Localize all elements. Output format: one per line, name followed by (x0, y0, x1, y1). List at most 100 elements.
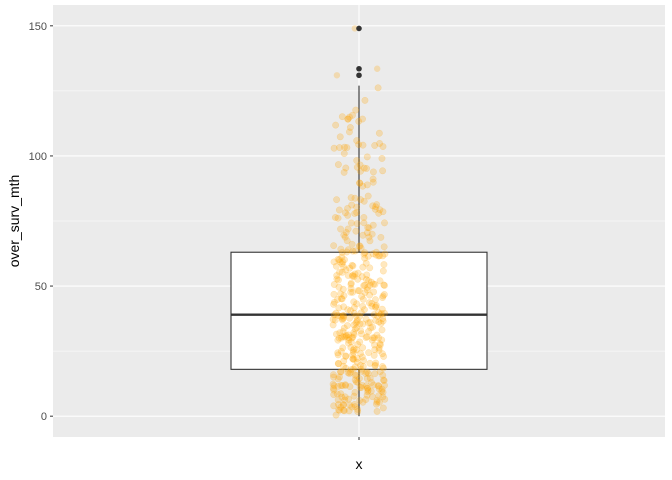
jitter-point (330, 311, 338, 319)
jitter-point (352, 319, 360, 327)
jitter-point (341, 256, 348, 264)
jitter-point (338, 315, 346, 323)
jitter-point (362, 396, 370, 403)
jitter-point (334, 161, 342, 169)
jitter-point (371, 362, 379, 370)
jitter-point (331, 316, 339, 324)
jitter-point (350, 321, 358, 329)
jitter-point (344, 246, 352, 254)
jitter-point (330, 402, 338, 410)
jitter-point (359, 141, 367, 149)
jitter-point (344, 369, 352, 377)
jitter-point (381, 250, 389, 258)
jitter-point (369, 175, 377, 183)
jitter-point (366, 318, 374, 326)
jitter-point (350, 348, 357, 356)
jitter-point (329, 315, 337, 323)
jitter-point (350, 392, 358, 400)
jitter-point (334, 351, 342, 359)
jitter-point (356, 383, 364, 391)
jitter-point (349, 111, 356, 119)
outlier-point (356, 65, 362, 72)
jitter-point (340, 324, 348, 332)
jitter-point (344, 115, 352, 123)
jitter-point (377, 311, 385, 319)
jitter-point (335, 360, 342, 368)
jitter-point (379, 363, 386, 370)
jitter-point (352, 378, 360, 386)
jitter-point (334, 214, 342, 222)
jitter-point (353, 354, 361, 362)
jitter-point (329, 321, 337, 329)
jitter-point (378, 385, 386, 393)
jitter-point (379, 267, 387, 275)
jitter-point (338, 253, 346, 261)
jitter-point (353, 316, 361, 324)
jitter-point (365, 233, 373, 241)
jitter-point (379, 294, 386, 302)
jitter-point (334, 382, 342, 390)
jitter-point (340, 314, 347, 322)
jitter-point (364, 369, 372, 377)
jitter-point (347, 219, 355, 227)
jitter-point (371, 296, 379, 304)
jitter-point (340, 362, 347, 370)
jitter-point (369, 250, 377, 258)
jitter-point (359, 320, 367, 328)
jitter-point (372, 359, 380, 367)
jitter-point (342, 352, 350, 360)
jitter-point (381, 281, 388, 289)
jitter-point (379, 315, 387, 323)
jitter-point (351, 270, 359, 278)
jitter-point (330, 300, 338, 308)
jitter-point (356, 179, 364, 187)
jitter-point (345, 339, 352, 347)
jitter-point (337, 295, 345, 303)
jitter-point (342, 266, 350, 274)
jitter-point (379, 167, 387, 175)
jitter-point (380, 352, 388, 360)
jitter-point (335, 304, 343, 312)
jitter-point (338, 113, 346, 121)
jitter-point (353, 220, 361, 228)
jitter-point (372, 251, 380, 259)
jitter-point (369, 323, 377, 331)
jitter-point (352, 227, 360, 235)
jitter-point (362, 382, 370, 390)
jitter-point (347, 280, 355, 288)
jitter-point (367, 278, 375, 286)
jitter-point (348, 261, 356, 269)
jitter-point (364, 192, 372, 200)
jitter-point (351, 363, 359, 371)
jitter-point (359, 362, 367, 370)
jitter-point (347, 338, 355, 346)
jitter-point (340, 263, 347, 271)
jitter-point (360, 197, 368, 205)
jitter-point (347, 307, 355, 315)
jitter-point (379, 364, 387, 372)
jitter-point (361, 254, 369, 262)
jitter-point (337, 334, 345, 342)
jitter-point (351, 210, 359, 217)
jitter-point (336, 329, 344, 337)
jitter-point (364, 386, 372, 394)
jitter-point (330, 391, 338, 399)
jitter-point (329, 380, 337, 388)
jitter-point (356, 161, 364, 169)
jitter-point (362, 315, 370, 323)
jitter-point (341, 209, 349, 217)
jitter-point (353, 358, 361, 366)
jitter-point (364, 384, 372, 392)
jitter-point (356, 375, 363, 382)
jitter-point (350, 331, 358, 338)
jitter-point (330, 373, 337, 381)
jitter-point (366, 264, 374, 272)
jitter-point (375, 382, 383, 390)
jitter-point (360, 219, 368, 227)
jitter-point (378, 305, 386, 313)
jitter-point (370, 311, 378, 319)
jitter-point (349, 355, 357, 363)
jitter-point (363, 165, 370, 172)
jitter-point (345, 407, 353, 415)
jitter-point (375, 318, 383, 326)
